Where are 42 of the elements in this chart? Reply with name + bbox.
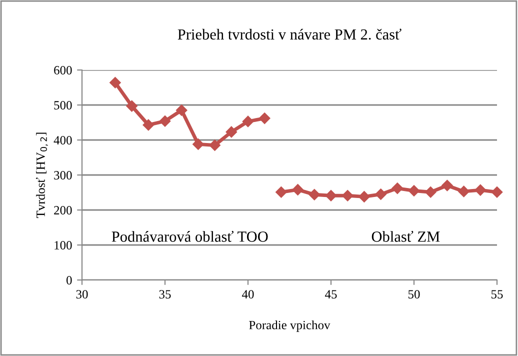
point <box>458 186 470 198</box>
x-tick-label: 45 <box>324 290 337 299</box>
point <box>424 186 436 198</box>
point <box>126 100 138 112</box>
point <box>242 116 254 128</box>
point <box>110 76 121 88</box>
x-tick-label: 30 <box>76 290 88 299</box>
y-tick-label: 600 <box>54 66 72 74</box>
point <box>342 190 354 202</box>
y-tick-label: 200 <box>54 206 72 214</box>
y-tick-label: 100 <box>54 241 72 250</box>
y-tick-label: 500 <box>54 101 72 110</box>
point <box>308 188 320 200</box>
y-tick-label: 400 <box>54 136 72 144</box>
point <box>325 190 337 202</box>
y-tick-label: 0 <box>66 276 72 284</box>
x-tick-label: 40 <box>242 290 254 299</box>
point <box>491 186 503 198</box>
point <box>392 182 404 194</box>
chart-title: Priebeh tvrdosti v návare PM 2. časť <box>178 28 402 40</box>
point <box>375 188 386 200</box>
point <box>142 119 154 131</box>
x-axis-title: Poradie vpichov <box>249 320 330 332</box>
point <box>276 186 287 198</box>
x-tick-label: 35 <box>159 290 171 299</box>
x-tick-label: 50 <box>408 290 420 299</box>
point <box>442 180 453 192</box>
y-axis-title: Tvrdosť [HV$_{0,2}$] <box>36 132 48 218</box>
annotation: Oblasť ZM <box>372 230 440 242</box>
point <box>292 184 304 196</box>
point <box>474 184 486 196</box>
point <box>226 126 238 138</box>
y-tick-label: 300 <box>54 171 72 180</box>
point <box>159 115 171 127</box>
point <box>408 185 420 196</box>
point <box>192 138 204 150</box>
point <box>258 112 270 124</box>
point <box>209 140 220 151</box>
point <box>358 191 370 202</box>
x-tick-label: 55 <box>491 290 503 299</box>
annotation: Podnávarová oblasť TOO <box>112 230 268 242</box>
point <box>176 104 188 116</box>
